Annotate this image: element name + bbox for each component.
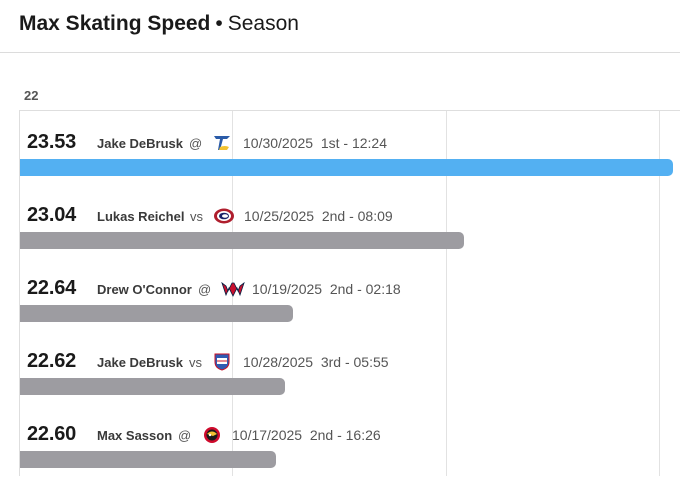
game-date-time: 10/19/2025 2nd - 02:18: [252, 281, 401, 297]
washington-capitals-logo-icon: [221, 280, 245, 298]
new-york-rangers-logo-icon: [212, 353, 232, 371]
player-name: Jake DeBrusk: [97, 355, 183, 370]
player-name: Lukas Reichel: [97, 209, 185, 224]
montreal-canadiens-logo-icon: [213, 207, 234, 225]
title-period: Season: [227, 12, 299, 35]
speed-value: 22.60: [27, 423, 77, 445]
home-away-indicator: @: [189, 136, 203, 151]
speed-bar: [20, 232, 464, 249]
chart-row: 23.53 Jake DeBrusk @10/30/2025 1st - 12:24: [20, 119, 680, 189]
speed-value: 23.04: [27, 204, 77, 226]
x-tick-label: 22: [24, 88, 39, 103]
player-name: Drew O'Connor: [97, 282, 192, 297]
chicago-blackhawks-logo-icon: [201, 426, 221, 444]
speed-value: 23.53: [27, 131, 77, 153]
speed-bar: [20, 451, 276, 468]
title-metric: Max Skating Speed: [19, 12, 211, 35]
chart-title: Max Skating Speed • Season: [19, 11, 299, 37]
game-date-time: 10/28/2025 3rd - 05:55: [243, 354, 389, 370]
speed-value: 22.64: [27, 277, 77, 299]
player-name: Jake DeBrusk: [97, 136, 183, 151]
game-date-time: 10/30/2025 1st - 12:24: [243, 135, 387, 151]
game-date-time: 10/25/2025 2nd - 08:09: [244, 208, 393, 224]
speed-bar: [20, 378, 285, 395]
title-separator: •: [215, 12, 223, 35]
grid-line: [659, 111, 660, 476]
chart-header: Max Skating Speed • Season: [0, 0, 680, 53]
home-away-indicator: vs: [190, 209, 203, 224]
speed-value: 22.62: [27, 350, 77, 372]
st-louis-blues-logo-icon: [212, 134, 232, 152]
chart-row: 22.60 Max Sasson @10/17/2025 2nd - 16:26: [20, 411, 680, 481]
game-date-time: 10/17/2025 2nd - 16:26: [232, 427, 381, 443]
speed-bar: [20, 159, 673, 176]
home-away-indicator: vs: [189, 355, 202, 370]
chart-row: 22.64 Drew O'Connor @10/19/2025 2nd - 02:1…: [20, 265, 680, 335]
home-away-indicator: @: [178, 428, 192, 443]
speed-bar: [20, 305, 293, 322]
plot-area: 23.53 Jake DeBrusk @10/30/2025 1st - 12:24…: [19, 110, 680, 476]
home-away-indicator: @: [198, 282, 212, 297]
chart-row: 23.04 Lukas Reichel vs 10/25/2025 2nd - 08:…: [20, 192, 680, 262]
player-name: Max Sasson: [97, 428, 173, 443]
grid-line: [446, 111, 447, 476]
chart-row: 22.62 Jake DeBrusk vs 10/28/2025 3rd - 05:5…: [20, 338, 680, 408]
